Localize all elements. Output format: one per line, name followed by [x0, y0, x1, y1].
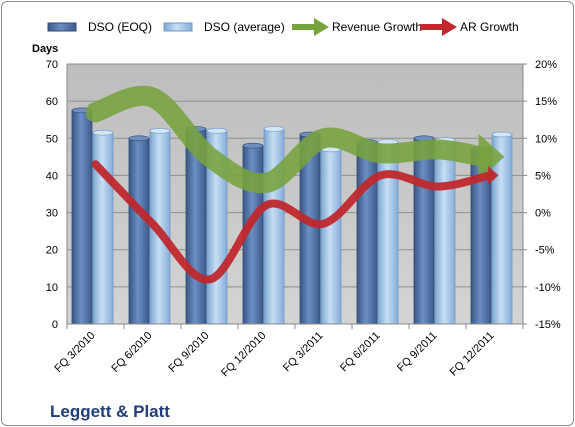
revenue-growth-line	[85, 85, 493, 194]
bar-dso-eoq	[128, 137, 150, 325]
ar-growth-line	[91, 160, 494, 284]
x-tick-label: FQ 3/2011	[281, 330, 326, 375]
legend-item: DSO (EOQ)	[47, 20, 152, 34]
y-left-tick-label: 60	[46, 96, 58, 108]
y-left-tick-label: 30	[46, 208, 58, 220]
legend-label: Revenue Growth	[332, 20, 422, 34]
bar-cap-dso-average	[263, 126, 285, 132]
bar-dso-eoq	[413, 137, 435, 325]
bar-dso-average	[377, 141, 399, 325]
y-right-tick-label: -10%	[535, 282, 561, 294]
y-left-tick-label: 20	[46, 245, 58, 257]
y-right-tick-label: 0%	[535, 208, 551, 220]
y-left-tick-label: 40	[46, 170, 58, 182]
bar-cap-dso-eoq	[242, 142, 264, 149]
y-left-tick-label: 0	[52, 319, 58, 331]
growth-lines	[85, 85, 505, 284]
y-right-tick-label: 15%	[535, 96, 557, 108]
company-label: Leggett & Platt	[50, 402, 170, 421]
legend-swatch	[163, 22, 193, 32]
x-tick-label: FQ 12/2011	[448, 330, 497, 379]
y-right-tick-label: -15%	[535, 319, 561, 331]
x-tick-label: FQ 9/2011	[395, 330, 440, 375]
x-tick-label: FQ 6/2010	[109, 330, 154, 375]
legend-label: DSO (EOQ)	[88, 20, 152, 34]
y-left-tick-label: 70	[46, 59, 58, 71]
y-right-tick-label: 5%	[535, 170, 551, 182]
y-right-tick-label: 20%	[535, 59, 557, 71]
legend-swatch-arrowhead	[314, 18, 329, 36]
bar-cap-dso-average	[206, 128, 228, 134]
x-tick-label: FQ 6/2011	[338, 330, 383, 375]
revenue-growth-arrowhead	[478, 133, 505, 180]
bar-dso-average	[320, 149, 342, 325]
y-axis-label: Days	[32, 43, 58, 55]
legend-swatch-arrowhead	[442, 18, 457, 36]
bar-dso-eoq	[71, 110, 93, 325]
y-right-tick-label: 10%	[535, 133, 557, 145]
bar-cap-dso-eoq	[128, 135, 150, 142]
legend-item: Revenue Growth	[292, 18, 422, 36]
bar-cap-dso-average	[92, 129, 114, 136]
bar-dso-eoq	[356, 141, 378, 325]
legend-label: AR Growth	[460, 20, 519, 34]
y-left-tick-label: 50	[46, 133, 58, 145]
bar-dso-average	[434, 139, 456, 325]
x-tick-label: FQ 12/2010	[219, 330, 269, 380]
legend-item: AR Growth	[420, 18, 519, 36]
bar-dso-average	[263, 128, 285, 325]
y-right-tick-label: -5%	[535, 245, 555, 257]
legend: DSO (EOQ) DSO (average) Revenue Growth AR G…	[47, 18, 519, 36]
legend-label: DSO (average)	[204, 20, 285, 34]
legend-item: DSO (average)	[163, 20, 285, 34]
bar-cap-dso-average	[149, 128, 171, 134]
y-left-tick-label: 10	[46, 282, 58, 294]
ar-growth-arrowhead	[488, 166, 499, 185]
legend-swatch	[47, 22, 77, 32]
bar-cap-dso-average	[491, 131, 513, 138]
x-tick-label: FQ 9/2010	[166, 330, 211, 375]
x-tick-label: FQ 3/2010	[52, 330, 97, 375]
